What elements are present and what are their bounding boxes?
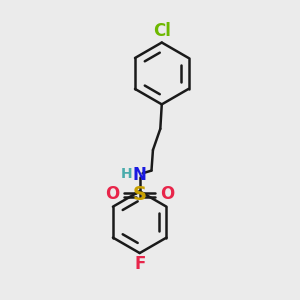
Text: O: O [160,185,175,203]
Text: F: F [134,255,146,273]
Text: N: N [133,166,147,184]
Text: O: O [105,185,119,203]
Text: H: H [121,167,132,181]
Text: S: S [133,185,147,204]
Text: Cl: Cl [153,22,171,40]
